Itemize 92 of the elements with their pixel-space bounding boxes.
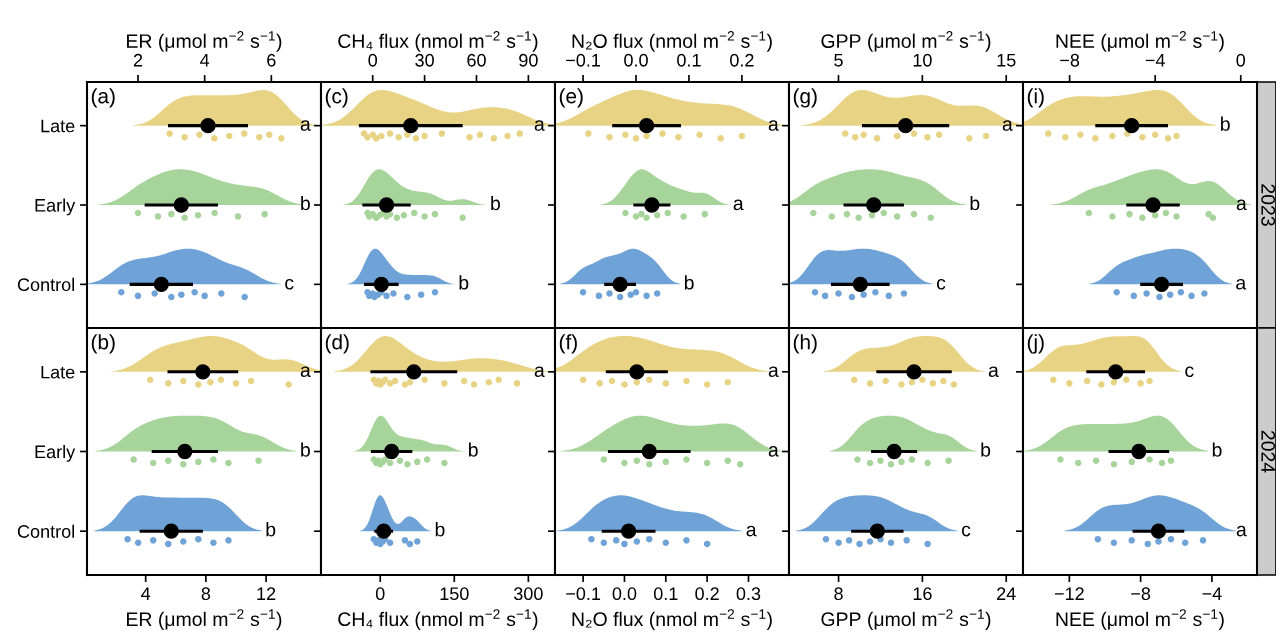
x-tick-label: 30 bbox=[415, 53, 434, 67]
annotation: a bbox=[733, 199, 744, 211]
x-tick-label: 0.2 bbox=[730, 53, 754, 67]
x-tick-label: 10 bbox=[913, 53, 932, 67]
text: 2024 bbox=[1261, 430, 1276, 473]
x-tick-label: −0.1 bbox=[566, 53, 600, 67]
x-tick-label: −12 bbox=[1054, 587, 1084, 600]
annotation: c bbox=[936, 278, 946, 290]
text: 2023 bbox=[1261, 184, 1276, 226]
x-axis-title: ER (μmol m$^{−2}$ s$^{−1}$) bbox=[127, 31, 282, 52]
x-tick-label: −0.1 bbox=[566, 587, 601, 601]
annotation: (f) bbox=[559, 334, 577, 354]
annotation: a bbox=[768, 366, 779, 378]
x-tick-label: 5 bbox=[834, 54, 843, 67]
annotation: (i) bbox=[1027, 88, 1044, 108]
x-tick-label: 90 bbox=[519, 53, 538, 67]
annotation: (j) bbox=[1027, 334, 1044, 354]
annotation: b bbox=[1221, 116, 1230, 131]
annotation: b bbox=[266, 522, 276, 537]
x-tick-label: 12 bbox=[257, 587, 276, 600]
annotation: b bbox=[301, 195, 310, 211]
annotation: a bbox=[1236, 199, 1247, 211]
x-tick-label: −4 bbox=[1145, 54, 1165, 67]
annotation: a bbox=[988, 366, 999, 378]
y-tick-label: Control bbox=[17, 277, 74, 292]
x-tick-label: 4 bbox=[200, 54, 210, 67]
annotation: b bbox=[981, 442, 991, 457]
x-tick-label: 150 bbox=[440, 587, 469, 601]
x-tick-label: −8 bbox=[1131, 587, 1151, 601]
annotation: a bbox=[768, 446, 779, 457]
x-axis-title: GPP (μmol m$^{−2}$ s$^{−1}$) bbox=[821, 31, 991, 52]
annotation: a bbox=[300, 366, 311, 378]
y-tick-label: Late bbox=[41, 365, 75, 379]
annotation: b bbox=[684, 275, 694, 290]
y-tick-label: Late bbox=[41, 119, 75, 133]
annotation: b bbox=[468, 442, 478, 457]
x-axis-title: CH₄ flux (nmol m$^{−2}$ s$^{−1}$) bbox=[338, 609, 538, 630]
x-tick-label: 16 bbox=[913, 587, 932, 601]
annotation: c bbox=[285, 278, 294, 290]
annotation: b bbox=[301, 442, 310, 457]
annotation: (e) bbox=[559, 88, 583, 108]
y-tick-label: Early bbox=[35, 444, 76, 462]
x-tick-label: 4 bbox=[141, 587, 151, 600]
x-tick-label: 0.0 bbox=[612, 587, 637, 601]
annotation: b bbox=[970, 195, 980, 211]
x-tick-label: 0.1 bbox=[653, 587, 678, 601]
x-tick-label: 0 bbox=[368, 53, 378, 67]
y-tick-label: Early bbox=[35, 198, 76, 216]
annotation: (a) bbox=[91, 88, 115, 108]
x-tick-label: 2 bbox=[133, 53, 143, 67]
annotation: (h) bbox=[793, 334, 817, 354]
annotation: (c) bbox=[325, 88, 348, 108]
x-tick-label: 0.2 bbox=[695, 587, 719, 601]
annotation: c bbox=[961, 525, 971, 537]
annotation: a bbox=[746, 525, 757, 537]
annotation: b bbox=[1212, 442, 1222, 457]
x-tick-label: 8 bbox=[201, 587, 211, 601]
x-tick-label: 6 bbox=[267, 53, 276, 67]
annotation: c bbox=[1185, 366, 1194, 378]
x-axis-title: N₂O flux (nmol m$^{−2}$ s$^{−1}$) bbox=[572, 31, 772, 52]
x-axis-title: N₂O flux (nmol m$^{−2}$ s$^{−1}$) bbox=[572, 609, 772, 630]
annotation: a bbox=[768, 120, 779, 131]
annotation: a bbox=[534, 366, 545, 378]
annotation: (d) bbox=[325, 334, 349, 354]
x-tick-label: 300 bbox=[513, 587, 543, 601]
annotation: (b) bbox=[91, 334, 115, 354]
x-axis-title: ER (μmol m$^{−2}$ s$^{−1}$) bbox=[127, 609, 282, 630]
x-tick-label: 24 bbox=[997, 587, 1016, 600]
x-tick-label: 15 bbox=[997, 54, 1016, 67]
x-tick-label: −4 bbox=[1202, 587, 1222, 600]
y-tick-label: Control bbox=[17, 524, 74, 538]
annotation: b bbox=[491, 195, 500, 211]
annotation: (g) bbox=[793, 88, 817, 108]
x-axis-title: GPP (μmol m$^{−2}$ s$^{−1}$) bbox=[821, 609, 991, 630]
annotation: b bbox=[435, 522, 445, 537]
annotation: b bbox=[459, 275, 469, 290]
annotation: a bbox=[1236, 278, 1247, 290]
x-tick-label: 0 bbox=[375, 587, 385, 601]
x-tick-label: 0.0 bbox=[624, 53, 648, 67]
x-axis-title: CH₄ flux (nmol m$^{−2}$ s$^{−1}$) bbox=[338, 31, 538, 52]
annotation: a bbox=[1002, 120, 1013, 131]
x-axis-title: NEE (μmol m$^{−2}$ s$^{−1}$) bbox=[1056, 609, 1224, 630]
x-tick-label: 0 bbox=[1236, 53, 1246, 67]
annotation: a bbox=[300, 120, 311, 131]
annotation: a bbox=[534, 120, 545, 131]
annotation: a bbox=[1236, 525, 1247, 537]
x-axis-title: NEE (μmol m$^{−2}$ s$^{−1}$) bbox=[1056, 31, 1224, 52]
x-tick-label: 8 bbox=[834, 587, 843, 601]
x-tick-label: −8 bbox=[1060, 53, 1080, 67]
x-tick-label: 60 bbox=[467, 53, 486, 67]
x-tick-label: 0.3 bbox=[736, 587, 761, 601]
x-tick-label: 0.1 bbox=[677, 53, 701, 67]
